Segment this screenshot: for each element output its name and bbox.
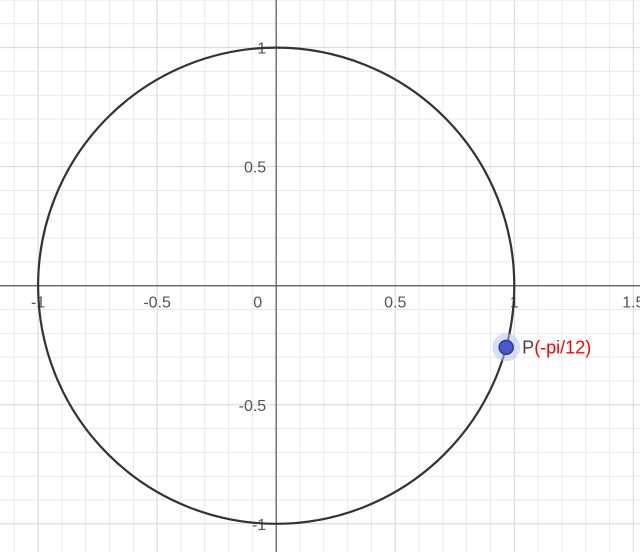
x-tick-label: 1.5 [622, 295, 640, 312]
point-label: P(-pi/12) [522, 337, 591, 357]
point-label-suffix: (-pi/12) [534, 337, 591, 357]
y-tick-label: -1 [252, 517, 266, 534]
point-label-prefix: P [522, 337, 534, 357]
point-p[interactable] [499, 340, 513, 354]
y-tick-label: 0.5 [244, 160, 266, 177]
x-tick-label: -0.5 [143, 295, 171, 312]
x-tick-label: 0.5 [384, 295, 406, 312]
plot-bg [0, 0, 640, 552]
x-tick-label: 0 [253, 295, 262, 312]
y-tick-label: -0.5 [239, 398, 267, 415]
unit-circle-plot: -1-0.500.511.5-1-0.50.51P(-pi/12) [0, 0, 640, 552]
